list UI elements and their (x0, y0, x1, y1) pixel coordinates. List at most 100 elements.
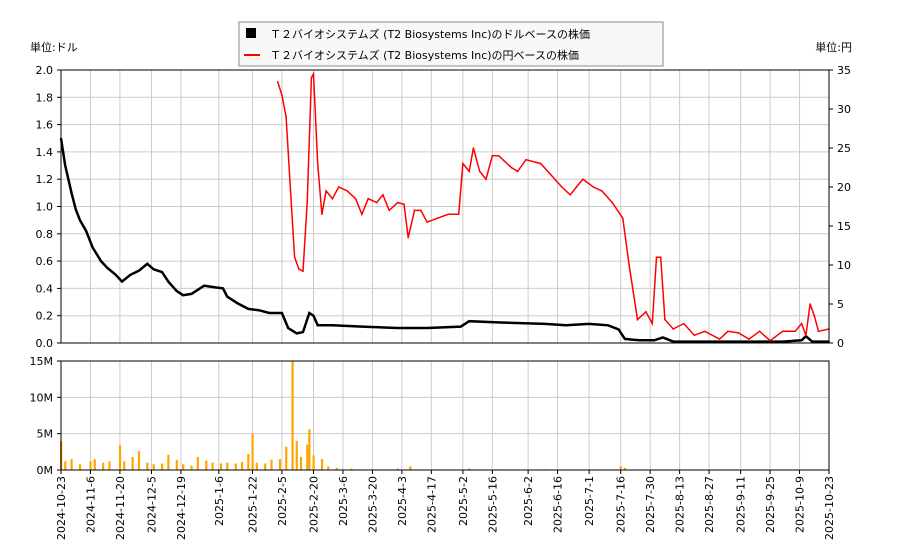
price-point (769, 340, 771, 342)
price-point (130, 274, 132, 276)
price-point (540, 163, 542, 165)
x-tick-label: 2025-10-9 (794, 476, 807, 533)
price-point (498, 155, 500, 157)
volume-bar (247, 454, 249, 470)
price-point (795, 331, 797, 333)
volume-tick-label: 5M (37, 428, 54, 441)
y2-tick-label: 0 (837, 337, 844, 350)
volume-bar (153, 464, 155, 470)
price-point (106, 267, 108, 269)
volume-bar (251, 434, 253, 470)
volume-bar (300, 457, 302, 470)
price-point (683, 323, 685, 325)
price-point (565, 324, 567, 326)
price-point (637, 319, 639, 321)
price-point (71, 192, 73, 194)
volume-bar (620, 466, 622, 470)
price-point (281, 94, 283, 96)
price-point (525, 159, 527, 161)
price-point (569, 194, 571, 196)
price-point (437, 217, 439, 219)
y2-tick-label: 30 (837, 103, 851, 116)
volume-bar (296, 441, 298, 470)
price-point (801, 339, 803, 341)
volume-bar (190, 466, 192, 470)
price-point (544, 323, 546, 325)
legend-label-usd: Ｔ２バイオシステムズ (T2 Biosystems Inc)のドルベースの株価 (270, 27, 590, 41)
volume-tick-label: 15M (30, 355, 54, 368)
x-tick-label: 2025-3-6 (337, 476, 350, 526)
price-point (628, 264, 630, 266)
x-tick-label: 2025-9-11 (735, 476, 748, 533)
price-point (281, 312, 283, 314)
x-tick-label: 2025-10-23 (823, 476, 836, 540)
y2-tick-label: 35 (837, 64, 851, 77)
volume-bar (71, 459, 73, 470)
price-point (298, 268, 300, 270)
price-point (694, 334, 696, 336)
price-point (277, 81, 279, 83)
price-point (561, 186, 563, 188)
price-point (168, 281, 170, 283)
price-point (153, 268, 155, 270)
volume-bar (138, 451, 140, 470)
volume-bar (167, 455, 169, 470)
price-point (182, 294, 184, 296)
price-point (662, 337, 664, 339)
price-point (361, 326, 363, 328)
y-tick-label: 0.4 (36, 282, 54, 295)
volume-tick-label: 0M (37, 464, 54, 477)
price-point (361, 214, 363, 216)
price-point (651, 323, 653, 325)
x-tick-label: 2025-4-17 (425, 476, 438, 533)
price-point (191, 293, 193, 295)
volume-plot-frame (61, 361, 829, 470)
price-point (593, 186, 595, 188)
x-tick-label: 2025-5-2 (457, 476, 470, 526)
price-point (75, 208, 77, 210)
volume-bar (256, 463, 258, 470)
x-tick-label: 2025-9-25 (764, 476, 777, 533)
x-tick-label: 2025-8-27 (703, 476, 716, 533)
price-point (468, 320, 470, 322)
price-point (462, 163, 464, 165)
price-point (237, 303, 239, 305)
volume-bar (241, 462, 243, 470)
yen-price-line (278, 74, 829, 341)
y-tick-label: 1.6 (36, 119, 54, 132)
x-tick-label: 2025-2-20 (307, 476, 320, 533)
price-point (407, 237, 409, 239)
price-point (64, 165, 66, 167)
volume-bar (306, 445, 308, 470)
y2-tick-label: 10 (837, 259, 851, 272)
volume-bar (197, 457, 199, 470)
y-tick-label: 1.8 (36, 91, 54, 104)
price-point (313, 73, 315, 75)
price-point (258, 309, 260, 311)
volume-bar (321, 459, 323, 470)
x-tick-label: 2025-6-2 (522, 476, 535, 526)
x-tick-label: 2025-1-22 (246, 476, 259, 533)
price-point (287, 327, 289, 329)
volume-bar (182, 464, 184, 470)
x-tick-label: 2025-8-13 (674, 476, 687, 533)
volume-bar (146, 463, 148, 470)
price-point (479, 171, 481, 173)
volume-bar (108, 461, 110, 470)
y2-tick-label: 20 (837, 181, 851, 194)
x-tick-label: 2025-1-6 (213, 476, 226, 526)
price-point (355, 198, 357, 200)
price-point (656, 256, 658, 258)
price-point (403, 203, 405, 205)
volume-bar (205, 461, 207, 470)
x-tick-label: 2024-12-19 (175, 476, 188, 540)
price-point (601, 190, 603, 192)
x-tick-label: 2025-7-30 (644, 476, 657, 533)
price-point (654, 339, 656, 341)
volume-bar (312, 455, 314, 470)
volume-bar (264, 463, 266, 470)
price-point (382, 194, 384, 196)
price-point (212, 286, 214, 288)
price-point (247, 308, 249, 310)
price-point (346, 190, 348, 192)
